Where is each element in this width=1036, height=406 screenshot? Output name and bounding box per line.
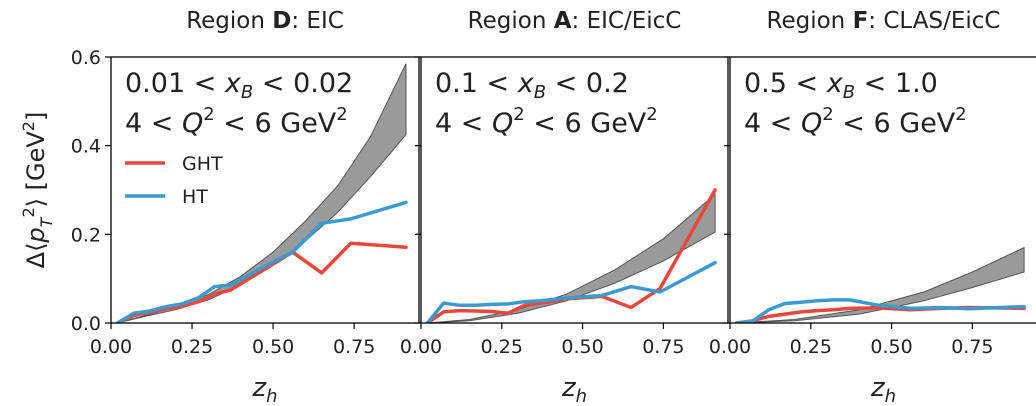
y-tick-label: 0.2 bbox=[71, 224, 101, 246]
x-tick-label: 0.50 bbox=[870, 336, 912, 358]
panels: 0.00 0.25 0.50 0.75 0.0 0.2 0.4 0.6 zh Region D: … bbox=[71, 8, 1036, 406]
x-tick-label: 0.00 bbox=[709, 336, 751, 358]
y-axis-label: Δ⟨pT2⟩ [GeV2] bbox=[19, 112, 56, 269]
plot-area-2 bbox=[734, 246, 1026, 323]
x-tick-label: 0.50 bbox=[561, 336, 603, 358]
series-line-ht bbox=[734, 298, 1026, 323]
legend-label-ht: HT bbox=[182, 186, 208, 208]
x-tick-label: 0.75 bbox=[951, 336, 993, 358]
xb-range-annotation: 0.01 < xB < 0.02 bbox=[125, 68, 353, 103]
legend-label-ght: GHT bbox=[182, 153, 223, 175]
q2-range-annotation: 4 < Q2 < 6 GeV2 bbox=[744, 104, 967, 139]
y-tick-label: 0.6 bbox=[71, 47, 101, 69]
plot-area-1 bbox=[425, 188, 717, 323]
x-axis-label: zh bbox=[251, 373, 277, 406]
xb-range-annotation: 0.1 < xB < 0.2 bbox=[435, 68, 629, 103]
x-axis-label: zh bbox=[870, 373, 896, 406]
axes-frame bbox=[110, 56, 420, 324]
x-tick-label: 0.00 bbox=[90, 336, 132, 358]
series-line-ht bbox=[115, 200, 408, 323]
axes-frame bbox=[729, 56, 1036, 324]
x-tick-label: 0.25 bbox=[481, 336, 523, 358]
x-tick-label: 0.50 bbox=[252, 336, 294, 358]
panel-title: Region F: CLAS/EicC bbox=[767, 8, 1001, 34]
axes-frame bbox=[420, 56, 729, 324]
x-axis-label: zh bbox=[561, 373, 587, 406]
x-tick-label: 0.25 bbox=[790, 336, 832, 358]
uncertainty-band bbox=[117, 63, 407, 323]
series-line-ght bbox=[425, 188, 717, 323]
x-tick-label: 0.75 bbox=[333, 336, 375, 358]
x-tick-label: 0.25 bbox=[171, 336, 213, 358]
x-tick-label: 0.75 bbox=[642, 336, 684, 358]
plot-area-0 bbox=[115, 63, 408, 323]
x-tick-label: 0.00 bbox=[400, 336, 442, 358]
panel-2: 0.00 0.25 0.50 0.75 zh Region F: CLAS/EicC 0.5… bbox=[709, 8, 1036, 406]
xb-range-annotation: 0.5 < xB < 1.0 bbox=[744, 68, 938, 103]
panel-1: 0.00 0.25 0.50 0.75 zh Region A: EIC/EicC 0.1 … bbox=[400, 8, 729, 406]
y-tick-label: 0.0 bbox=[71, 313, 101, 335]
uncertainty-band bbox=[736, 246, 1025, 323]
panel-title: Region D: EIC bbox=[186, 8, 344, 34]
series-line-ht bbox=[425, 260, 717, 323]
panel-title: Region A: EIC/EicC bbox=[468, 8, 682, 34]
y-tick-label: 0.4 bbox=[71, 136, 101, 158]
series-line-ght bbox=[115, 241, 408, 323]
panel-0: 0.00 0.25 0.50 0.75 0.0 0.2 0.4 0.6 zh Region D: … bbox=[71, 8, 420, 406]
q2-range-annotation: 4 < Q2 < 6 GeV2 bbox=[125, 104, 348, 139]
q2-range-annotation: 4 < Q2 < 6 GeV2 bbox=[435, 104, 658, 139]
